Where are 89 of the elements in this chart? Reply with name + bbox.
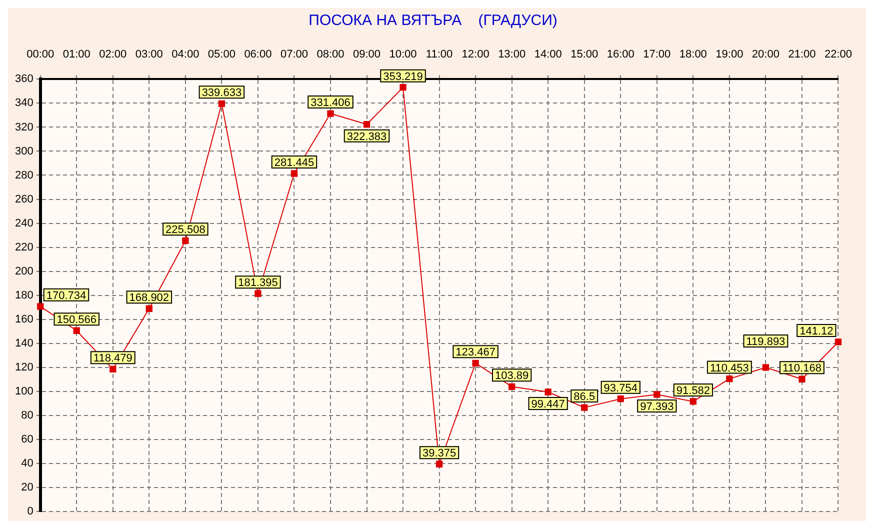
point xyxy=(544,388,552,396)
y-tick-label: 280 xyxy=(14,169,34,182)
x-tick-label: 04:00 xyxy=(172,48,200,61)
y-tick-label: 100 xyxy=(14,385,34,398)
x-tick-label: 16:00 xyxy=(606,48,634,61)
data-label: 86.5 xyxy=(574,391,596,404)
data-label: 141.12 xyxy=(800,326,834,338)
point xyxy=(581,404,588,411)
chart-title: ПОСОКА НА ВЯТЪРА (ГРАДУСИ) xyxy=(308,12,558,30)
point xyxy=(834,338,842,346)
data-label: 119.893 xyxy=(746,336,786,348)
data-label: 170.734 xyxy=(46,290,86,302)
point xyxy=(73,327,80,334)
y-tick-label: 220 xyxy=(14,241,34,254)
y-tick-label: 240 xyxy=(14,217,34,230)
data-label: 93.754 xyxy=(604,382,638,394)
y-tick-label: 360 xyxy=(14,73,34,86)
point xyxy=(254,290,262,297)
data-label: 281.445 xyxy=(274,157,314,170)
x-tick-label: 06:00 xyxy=(244,48,272,61)
y-tick-label: 120 xyxy=(14,361,34,374)
point xyxy=(798,376,806,382)
point xyxy=(363,121,370,128)
point xyxy=(617,396,624,402)
data-label: 39.375 xyxy=(422,448,456,460)
point xyxy=(182,237,189,244)
data-label: 339.633 xyxy=(202,87,242,100)
x-tick-label: 09:00 xyxy=(352,48,381,61)
point xyxy=(726,375,733,382)
point xyxy=(37,303,44,310)
point xyxy=(110,366,116,372)
x-tick-label: 10:00 xyxy=(389,48,417,61)
x-tick-label: 21:00 xyxy=(788,48,816,61)
y-tick-label: 0 xyxy=(27,505,34,518)
x-tick-label: 18:00 xyxy=(679,48,707,61)
x-tick-label: 19:00 xyxy=(716,48,744,61)
data-label: 99.447 xyxy=(531,398,565,411)
data-label: 110.453 xyxy=(710,362,749,374)
data-label: 118.479 xyxy=(93,352,132,365)
point xyxy=(327,110,334,117)
data-label: 97.393 xyxy=(640,401,674,414)
point xyxy=(508,383,516,390)
data-label: 103.89 xyxy=(495,370,529,382)
data-label: 322.383 xyxy=(346,130,387,143)
y-tick-label: 140 xyxy=(14,337,34,350)
y-tick-label: 260 xyxy=(14,193,34,206)
data-label: 181.395 xyxy=(238,277,278,290)
x-tick-label: 14:00 xyxy=(534,48,562,61)
x-tick-label: 11:00 xyxy=(426,48,453,61)
data-label: 91.582 xyxy=(676,384,710,397)
x-tick-label: 05:00 xyxy=(208,48,236,61)
point xyxy=(690,398,696,405)
data-label: 353.219 xyxy=(383,70,423,83)
x-tick-label: 08:00 xyxy=(316,48,344,61)
data-label: 168.902 xyxy=(129,292,170,304)
x-tick-label: 02:00 xyxy=(99,48,127,61)
point xyxy=(400,84,406,91)
y-tick-label: 40 xyxy=(21,457,34,470)
y-tick-label: 340 xyxy=(14,97,34,110)
x-tick-label: 13:00 xyxy=(498,48,526,61)
y-tick-label: 20 xyxy=(21,481,34,494)
x-tick-label: 15:00 xyxy=(570,48,598,61)
x-tick-label: 12:00 xyxy=(462,48,490,61)
point xyxy=(654,391,660,398)
y-tick-label: 80 xyxy=(21,409,34,422)
x-tick-label: 07:00 xyxy=(280,48,308,61)
point xyxy=(436,460,443,468)
point xyxy=(472,360,479,366)
x-tick-label: 17:00 xyxy=(643,48,671,61)
data-label: 110.168 xyxy=(782,362,822,375)
point xyxy=(146,305,152,312)
point xyxy=(290,170,298,177)
y-tick-label: 200 xyxy=(14,265,34,278)
x-tick-label: 00:00 xyxy=(26,48,54,61)
x-tick-label: 03:00 xyxy=(135,48,163,61)
data-label: 225.508 xyxy=(166,224,206,236)
data-label: 331.406 xyxy=(310,97,350,110)
y-tick-label: 320 xyxy=(14,121,34,134)
point xyxy=(218,100,226,107)
x-tick-label: 01:00 xyxy=(62,48,90,61)
x-tick-label: 20:00 xyxy=(752,48,780,61)
y-tick-label: 180 xyxy=(14,289,34,302)
data-label: 150.566 xyxy=(56,314,97,326)
point xyxy=(762,364,770,371)
y-tick-label: 60 xyxy=(21,433,34,446)
y-tick-label: 300 xyxy=(14,145,34,158)
y-tick-label: 160 xyxy=(14,313,34,326)
data-label: 123.467 xyxy=(456,346,496,359)
x-tick-label: 22:00 xyxy=(824,48,852,61)
